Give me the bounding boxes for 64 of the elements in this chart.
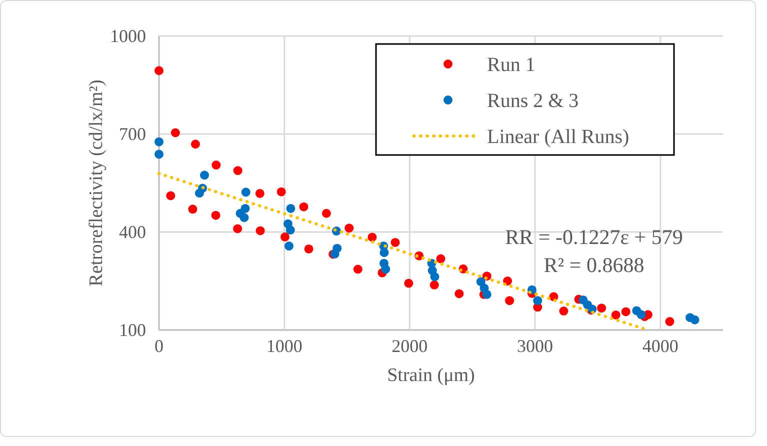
point xyxy=(436,254,446,264)
point xyxy=(503,276,512,286)
point xyxy=(665,317,674,326)
y-tick-label: 400 xyxy=(119,222,146,242)
x-tick-label: 4000 xyxy=(642,336,678,356)
point xyxy=(454,289,464,298)
point xyxy=(190,140,200,149)
point xyxy=(188,204,198,214)
point xyxy=(621,307,630,316)
x-tick-label: 0 xyxy=(154,336,164,356)
point xyxy=(154,137,164,146)
point xyxy=(200,170,209,180)
point xyxy=(690,315,700,324)
x-tick-label: 2000 xyxy=(392,336,428,356)
point xyxy=(286,226,295,235)
point xyxy=(255,188,264,198)
annotation: R² = 0.8688 xyxy=(544,253,644,277)
point xyxy=(505,296,514,306)
point xyxy=(611,310,620,320)
point xyxy=(233,224,242,234)
point xyxy=(154,66,164,76)
point xyxy=(256,226,265,236)
legend-label: Linear (All Runs) xyxy=(487,126,630,148)
point xyxy=(286,204,296,213)
point xyxy=(304,244,314,254)
y-axis-title: Retroreflectivity (cd/lx/m²) xyxy=(86,80,107,286)
y-tick-label: 100 xyxy=(119,320,146,340)
point xyxy=(280,232,290,242)
legend-label: Runs 2 & 3 xyxy=(487,90,579,112)
point xyxy=(533,296,542,306)
x-axis-title: Strain (μm) xyxy=(387,365,475,386)
point xyxy=(368,232,377,242)
y-tick-label: 1000 xyxy=(110,26,146,46)
annotation: RR = -0.1227ε + 579 xyxy=(505,225,683,249)
point xyxy=(211,210,220,220)
point xyxy=(482,290,492,299)
point xyxy=(430,280,439,290)
point xyxy=(299,202,308,212)
point xyxy=(233,166,242,176)
point xyxy=(240,204,250,213)
point xyxy=(597,304,606,313)
point xyxy=(404,278,414,288)
point xyxy=(430,272,440,282)
point xyxy=(276,187,286,196)
point xyxy=(380,248,389,258)
point xyxy=(344,224,354,233)
point xyxy=(284,242,294,251)
point xyxy=(353,264,362,274)
point xyxy=(636,310,646,320)
point xyxy=(154,150,164,159)
point xyxy=(240,213,249,222)
x-tick-label: 1000 xyxy=(266,336,302,356)
x-tick-label: 3000 xyxy=(517,336,553,356)
y-tick-label: 700 xyxy=(119,124,146,144)
point xyxy=(194,188,204,198)
point xyxy=(170,128,180,138)
point xyxy=(166,191,176,200)
point xyxy=(322,208,331,218)
point xyxy=(390,238,400,247)
point xyxy=(212,160,221,170)
point xyxy=(381,264,390,274)
legend-label: Run 1 xyxy=(487,54,536,76)
point xyxy=(241,188,250,197)
point xyxy=(559,306,568,316)
